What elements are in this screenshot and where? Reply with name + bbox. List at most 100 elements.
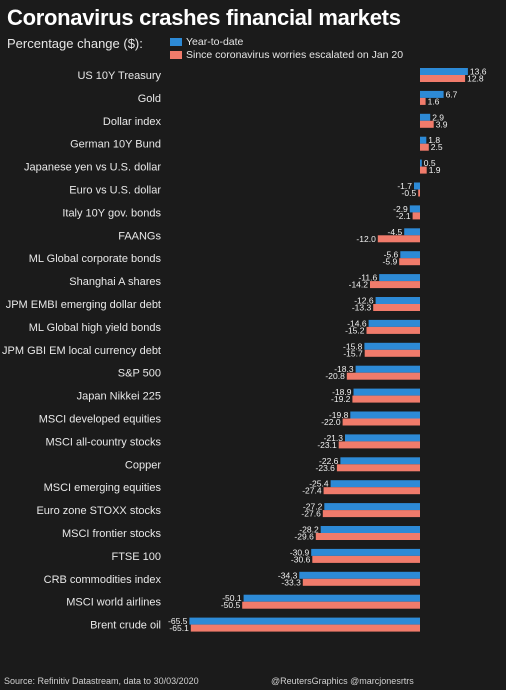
bar-ytd (350, 411, 420, 419)
value-label-ytd: 13.6 (470, 67, 487, 77)
bar-since-jan20 (420, 166, 427, 174)
category-label: MSCI frontier stocks (62, 528, 162, 540)
bar-ytd (320, 526, 420, 533)
bar-ytd (324, 503, 420, 511)
legend-swatch-ytd (170, 37, 182, 46)
bar-since-jan20 (420, 120, 434, 128)
value-label-since-jan20: -13.3 (352, 303, 372, 313)
category-label: Brent crude oil (90, 620, 161, 632)
bar-since-jan20 (420, 75, 466, 82)
bar-ytd (379, 274, 420, 282)
value-label-ytd: -22.6 (319, 456, 339, 466)
bar-since-jan20 (352, 395, 420, 403)
category-label: Japan Nikkei 225 (77, 391, 161, 403)
category-label: ML Global corporate bonds (29, 253, 162, 265)
bar-since-jan20 (377, 235, 420, 243)
bar-ytd (404, 228, 420, 236)
value-label-ytd: -1.7 (397, 181, 412, 191)
bar-ytd (420, 136, 427, 144)
category-label: Gold (138, 93, 161, 105)
value-label-ytd: -2.9 (393, 204, 408, 214)
bar-ytd (355, 365, 420, 373)
value-label-since-jan20: -19.2 (331, 394, 351, 404)
value-label-ytd: -28.2 (299, 525, 319, 535)
category-label: MSCI world airlines (66, 597, 161, 609)
legend-label-ytd: Year-to-date (186, 35, 244, 48)
chart-title: Coronavirus crashes financial markets (7, 5, 401, 30)
bar-since-jan20 (322, 510, 420, 518)
bar-since-jan20 (373, 304, 420, 311)
legend-swatch-since (170, 50, 182, 59)
bar-ytd (364, 342, 420, 350)
bar-ytd (330, 480, 420, 488)
value-label-since-jan20: -2.1 (396, 211, 411, 221)
category-label: MSCI all-country stocks (45, 436, 161, 448)
value-label-ytd: -21.3 (324, 433, 344, 443)
value-label-ytd: -14.6 (347, 318, 367, 328)
bar-ytd (420, 68, 468, 75)
bar-since-jan20 (412, 212, 420, 220)
value-label-since-jan20: -15.2 (345, 325, 365, 335)
bar-ytd (345, 434, 420, 442)
value-label-ytd: -65.5 (168, 616, 188, 626)
bar-since-jan20 (420, 143, 429, 151)
bar-ytd (414, 182, 420, 190)
bar-since-jan20 (418, 189, 420, 197)
value-label-since-jan20: -23.6 (316, 463, 336, 473)
value-label-ytd: -34.3 (278, 570, 298, 580)
category-label: FAANGs (118, 230, 161, 242)
legend-item-since: Since coronavirus worries escalated on J… (170, 48, 403, 61)
value-label-since-jan20: -20.8 (325, 371, 345, 381)
value-label-since-jan20: -65.1 (169, 623, 189, 633)
bar-ytd (368, 319, 420, 327)
bar-since-jan20 (302, 578, 420, 586)
bar-ytd (400, 251, 420, 259)
bar-since-jan20 (190, 624, 420, 632)
value-label-ytd: -5.6 (384, 250, 399, 260)
value-label-ytd: -4.5 (388, 227, 403, 237)
value-label-ytd: 6.7 (446, 89, 458, 99)
value-label-ytd: -30.9 (290, 547, 310, 557)
value-label-since-jan20: -29.6 (294, 532, 314, 542)
bar-ytd (311, 548, 420, 556)
value-label-since-jan20: 1.9 (429, 165, 441, 175)
category-label: S&P 500 (118, 368, 161, 380)
value-label-ytd: 2.9 (432, 112, 444, 122)
value-label-ytd: -18.3 (334, 364, 354, 374)
bar-ytd (189, 617, 420, 625)
value-label-since-jan20: -30.6 (291, 554, 311, 564)
bar-since-jan20 (420, 97, 426, 105)
bar-since-jan20 (338, 441, 420, 449)
value-label-since-jan20: -15.7 (343, 348, 363, 358)
category-label: Euro zone STOXX stocks (36, 505, 161, 517)
bar-since-jan20 (336, 464, 420, 472)
category-label: US 10Y Treasury (77, 70, 161, 82)
value-label-ytd: -11.6 (358, 273, 377, 283)
value-label-ytd: 1.8 (428, 135, 440, 145)
value-label-ytd: 0.5 (424, 158, 436, 168)
value-label-ytd: -12.6 (354, 296, 374, 306)
value-label-ytd: -25.4 (309, 479, 329, 489)
category-label: JPM GBI EM local currency debt (2, 345, 161, 357)
value-label-since-jan20: -22.0 (321, 417, 341, 427)
bar-since-jan20 (346, 372, 420, 380)
credit-note: @ReutersGraphics @marcjonesrtrs (271, 676, 414, 686)
bar-since-jan20 (323, 487, 420, 495)
value-label-ytd: -27.2 (303, 502, 323, 512)
value-label-since-jan20: -27.4 (302, 486, 322, 496)
category-label: ML Global high yield bonds (29, 322, 162, 334)
value-label-since-jan20: 3.9 (436, 119, 448, 129)
value-label-since-jan20: 1.6 (428, 96, 440, 106)
value-label-since-jan20: -27.6 (301, 509, 321, 519)
value-label-since-jan20: 2.5 (431, 142, 443, 152)
value-label-since-jan20: -33.3 (281, 577, 301, 587)
value-label-since-jan20: -5.9 (383, 257, 398, 267)
category-label: Italy 10Y gov. bonds (62, 207, 161, 219)
chart-subtitle: Percentage change ($): (7, 36, 143, 51)
bar-ytd (420, 90, 444, 98)
value-label-ytd: -19.8 (329, 410, 349, 420)
bar-ytd (243, 594, 420, 602)
value-label-since-jan20: -0.5 (402, 188, 417, 198)
legend: Year-to-date Since coronavirus worries e… (170, 35, 403, 61)
